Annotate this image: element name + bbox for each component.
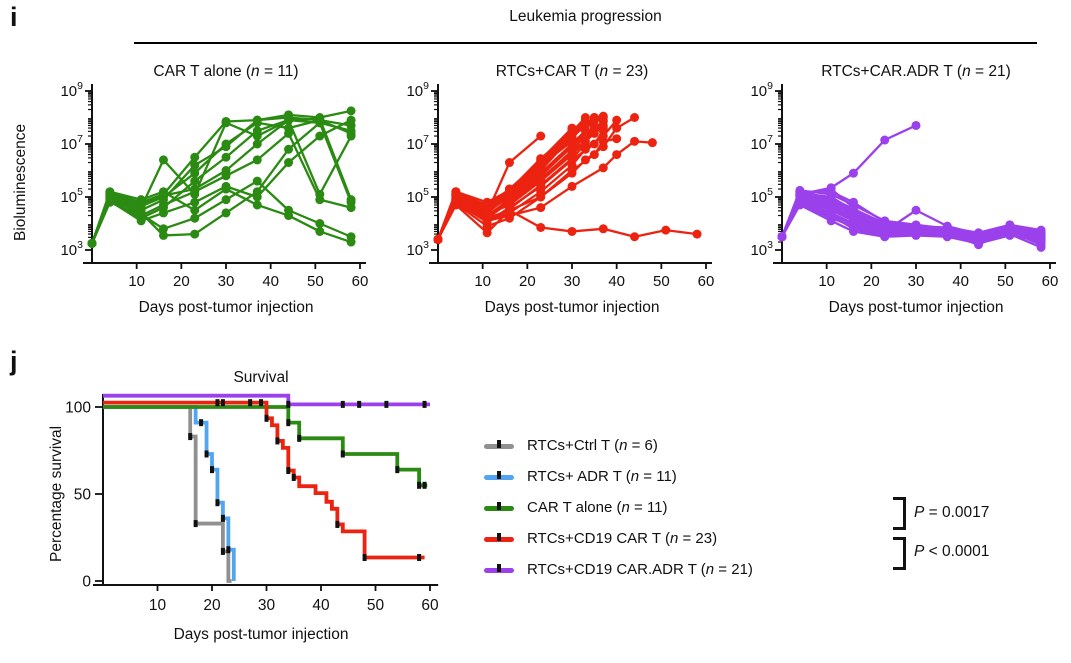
legend-swatch-gray <box>484 438 514 454</box>
legend-item-rtcs-ctrl-t: RTCs+Ctrl T (n = 6) <box>484 430 753 461</box>
censor-tick-icon <box>497 470 501 479</box>
svg-text:Days post-tumor injection: Days post-tumor injection <box>174 626 349 643</box>
pvalue-bracket-2 <box>893 537 906 570</box>
legend-swatch-green <box>484 500 514 516</box>
svg-text:Days post-tumor injection: Days post-tumor injection <box>829 299 1004 316</box>
svg-text:30: 30 <box>218 273 235 290</box>
legend-label: RTCs+Ctrl T (n = 6) <box>527 437 658 454</box>
svg-text:RTCs+CAR.ADR T (n = 21): RTCs+CAR.ADR T (n = 21) <box>821 63 1011 80</box>
svg-text:109: 109 <box>750 80 773 100</box>
legend-item-rtcs-adr-t: RTCs+ ADR T (n = 11) <box>484 461 753 492</box>
legend-swatch-red <box>484 531 514 547</box>
svg-text:107: 107 <box>406 133 429 153</box>
panel-i-label: i <box>10 2 18 32</box>
svg-text:50: 50 <box>74 487 92 504</box>
svg-text:107: 107 <box>60 133 83 153</box>
svg-text:105: 105 <box>750 186 773 206</box>
legend-swatch-blue <box>484 469 514 485</box>
svg-text:20: 20 <box>203 597 221 614</box>
svg-text:60: 60 <box>352 273 369 290</box>
legend-item-car-t-alone: CAR T alone (n = 11) <box>484 492 753 523</box>
panel-i-header-rule <box>134 42 1037 44</box>
svg-text:30: 30 <box>564 273 581 290</box>
svg-text:Survival: Survival <box>233 369 288 386</box>
svg-text:10: 10 <box>128 273 145 290</box>
svg-text:20: 20 <box>519 273 536 290</box>
legend-label: CAR T alone (n = 11) <box>527 499 668 516</box>
svg-text:10: 10 <box>474 273 491 290</box>
svg-text:30: 30 <box>258 597 276 614</box>
pvalue-bracket-1 <box>893 497 906 530</box>
svg-text:40: 40 <box>608 273 625 290</box>
censor-tick-icon <box>497 439 501 448</box>
leukemia-plot-rtcs-car-t: RTCs+CAR T (n = 23) 103 105 107 109 10 20 30 40 5… <box>406 63 715 316</box>
legend-label: RTCs+CD19 CAR T (n = 23) <box>527 530 718 547</box>
svg-text:105: 105 <box>406 186 429 206</box>
pvalue-1: P = 0.0017 <box>914 504 990 521</box>
svg-text:60: 60 <box>1042 273 1059 290</box>
svg-text:40: 40 <box>952 273 969 290</box>
svg-text:103: 103 <box>750 239 773 259</box>
svg-text:100: 100 <box>65 400 91 417</box>
leukemia-plot-car-t-alone: CAR T alone (n = 11) 103 105 107 109 10 20 30 40… <box>60 63 369 316</box>
svg-text:RTCs+CAR T (n = 23): RTCs+CAR T (n = 23) <box>496 63 649 80</box>
legend-item-rtcs-cd19-car-t: RTCs+CD19 CAR T (n = 23) <box>484 523 753 554</box>
panel-j-label: j <box>10 346 18 376</box>
svg-text:40: 40 <box>312 597 330 614</box>
svg-text:50: 50 <box>653 273 670 290</box>
svg-text:CAR T alone (n = 11): CAR T alone (n = 11) <box>153 63 298 80</box>
censor-tick-icon <box>497 532 501 541</box>
panel-i-header: Leukemia progression <box>509 8 662 25</box>
pvalue-2: P < 0.0001 <box>914 543 990 560</box>
svg-text:60: 60 <box>698 273 715 290</box>
legend-item-rtcs-cd19-car-adr-t: RTCs+CD19 CAR.ADR T (n = 21) <box>484 554 753 585</box>
svg-text:30: 30 <box>908 273 925 290</box>
svg-text:50: 50 <box>997 273 1014 290</box>
censor-tick-icon <box>497 563 501 572</box>
svg-text:20: 20 <box>863 273 880 290</box>
svg-text:105: 105 <box>60 186 83 206</box>
legend-label: RTCs+CD19 CAR.ADR T (n = 21) <box>527 561 753 578</box>
svg-text:Days post-tumor injection: Days post-tumor injection <box>139 299 314 316</box>
legend-label: RTCs+ ADR T (n = 11) <box>527 468 677 485</box>
svg-text:103: 103 <box>60 239 83 259</box>
survival-plot: Survival 100 50 0 10 20 30 40 50 60 Days post-tumo… <box>65 369 439 643</box>
svg-text:10: 10 <box>149 597 167 614</box>
svg-text:10: 10 <box>818 273 835 290</box>
svg-text:109: 109 <box>60 80 83 100</box>
svg-text:40: 40 <box>262 273 279 290</box>
svg-text:50: 50 <box>367 597 385 614</box>
bioluminescence-axis-label: Bioluminescence <box>12 123 29 242</box>
svg-text:20: 20 <box>173 273 190 290</box>
svg-text:0: 0 <box>82 574 91 591</box>
leukemia-plot-rtcs-car-adr-t: RTCs+CAR.ADR T (n = 21) 103 105 107 109 10 20 3… <box>750 63 1059 316</box>
survival-legend: RTCs+Ctrl T (n = 6) RTCs+ ADR T (n = 11)… <box>484 430 753 585</box>
censor-tick-icon <box>497 501 501 510</box>
svg-text:107: 107 <box>750 133 773 153</box>
svg-text:Days post-tumor injection: Days post-tumor injection <box>485 299 660 316</box>
svg-text:109: 109 <box>406 80 429 100</box>
svg-text:60: 60 <box>421 597 439 614</box>
svg-text:103: 103 <box>406 239 429 259</box>
legend-swatch-purple <box>484 562 514 578</box>
svg-text:50: 50 <box>307 273 324 290</box>
